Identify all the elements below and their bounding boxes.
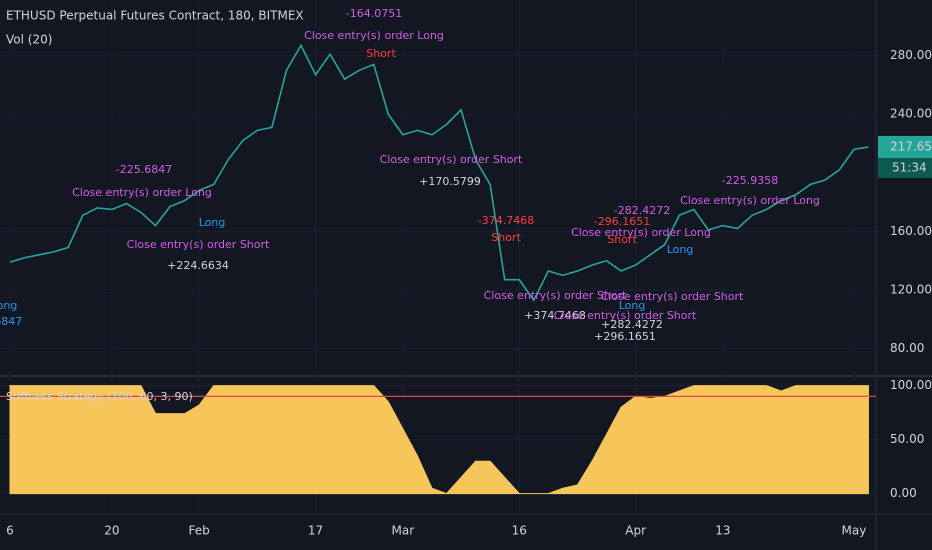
x-tick-label: Apr xyxy=(625,524,646,538)
y-tick-label: 120.00 xyxy=(890,282,932,296)
strategy-annotation: Short xyxy=(607,233,637,246)
last-price-label: 217.65 xyxy=(890,139,932,153)
strategy-annotation: Close entry(s) order Long xyxy=(680,194,820,207)
y-tick-label: 240.00 xyxy=(890,107,932,121)
strategy-annotation: +374.7468 xyxy=(524,309,586,322)
strategy-annotation: -225.6847 xyxy=(116,163,172,176)
x-tick-label: Mar xyxy=(392,524,415,538)
strategy-annotation: +296.1651 xyxy=(594,330,656,343)
countdown-box xyxy=(878,157,932,178)
strategy-annotation: +282.4272 xyxy=(601,318,663,331)
chart-title: ETHUSD Perpetual Futures Contract, 180, … xyxy=(6,9,304,23)
x-tick-label: May xyxy=(841,524,866,538)
strategy-annotation: -225.6847 xyxy=(0,315,22,328)
strategy-annotation: +170.5799 xyxy=(419,175,481,188)
x-tick-label: Feb xyxy=(189,524,210,538)
y-tick-label: 50.00 xyxy=(890,432,924,446)
x-tick-label: 6 xyxy=(6,524,14,538)
strategy-annotation: -296.1651 xyxy=(594,215,650,228)
strategy-annotation: -225.9358 xyxy=(722,174,778,187)
strategy-annotation: Long xyxy=(0,299,17,312)
strategy-annotation: Close entry(s) order Short xyxy=(484,289,627,302)
stiffness-area xyxy=(9,385,869,495)
price-line xyxy=(9,43,869,302)
pane-title: Stiffness Strategy (100, 60, 3, 90) xyxy=(6,390,193,403)
countdown-label: 51:34 xyxy=(892,160,927,174)
strategy-annotation: Close entry(s) order Short xyxy=(380,153,523,166)
y-tick-label: 280.00 xyxy=(890,48,932,62)
last-price-box xyxy=(878,135,932,158)
x-tick-label: 16 xyxy=(512,524,527,538)
x-tick-label: 20 xyxy=(104,524,119,538)
x-tick-label: 13 xyxy=(715,524,730,538)
strategy-annotation: Long xyxy=(619,299,646,312)
y-tick-label: 160.00 xyxy=(890,224,932,238)
strategy-annotation: -374.7468 xyxy=(478,214,534,227)
strategy-annotation: Close entry(s) order Short xyxy=(554,309,697,322)
strategy-annotation: Long xyxy=(199,216,226,229)
strategy-annotation: Short xyxy=(366,47,396,60)
indicator-label: Vol (20) xyxy=(6,33,52,47)
strategy-annotation: +224.6634 xyxy=(167,259,229,272)
x-tick-label: 17 xyxy=(308,524,323,538)
strategy-annotation: Close entry(s) order Long xyxy=(72,186,212,199)
strategy-annotation: -282.4272 xyxy=(614,204,670,217)
y-tick-label: 100.00 xyxy=(890,378,932,392)
y-tick-label: 0.00 xyxy=(890,486,917,500)
strategy-annotation: Close entry(s) order Short xyxy=(127,238,270,251)
strategy-annotation: Long xyxy=(667,243,694,256)
strategy-annotation: Close entry(s) order Short xyxy=(601,290,744,303)
strategy-annotation: Close entry(s) order Long xyxy=(304,29,444,42)
y-tick-label: 80.00 xyxy=(890,341,924,355)
strategy-annotation: Short xyxy=(491,231,521,244)
strategy-annotation: -164.0751 xyxy=(346,7,402,20)
strategy-annotation: Close entry(s) order Long xyxy=(571,226,711,239)
